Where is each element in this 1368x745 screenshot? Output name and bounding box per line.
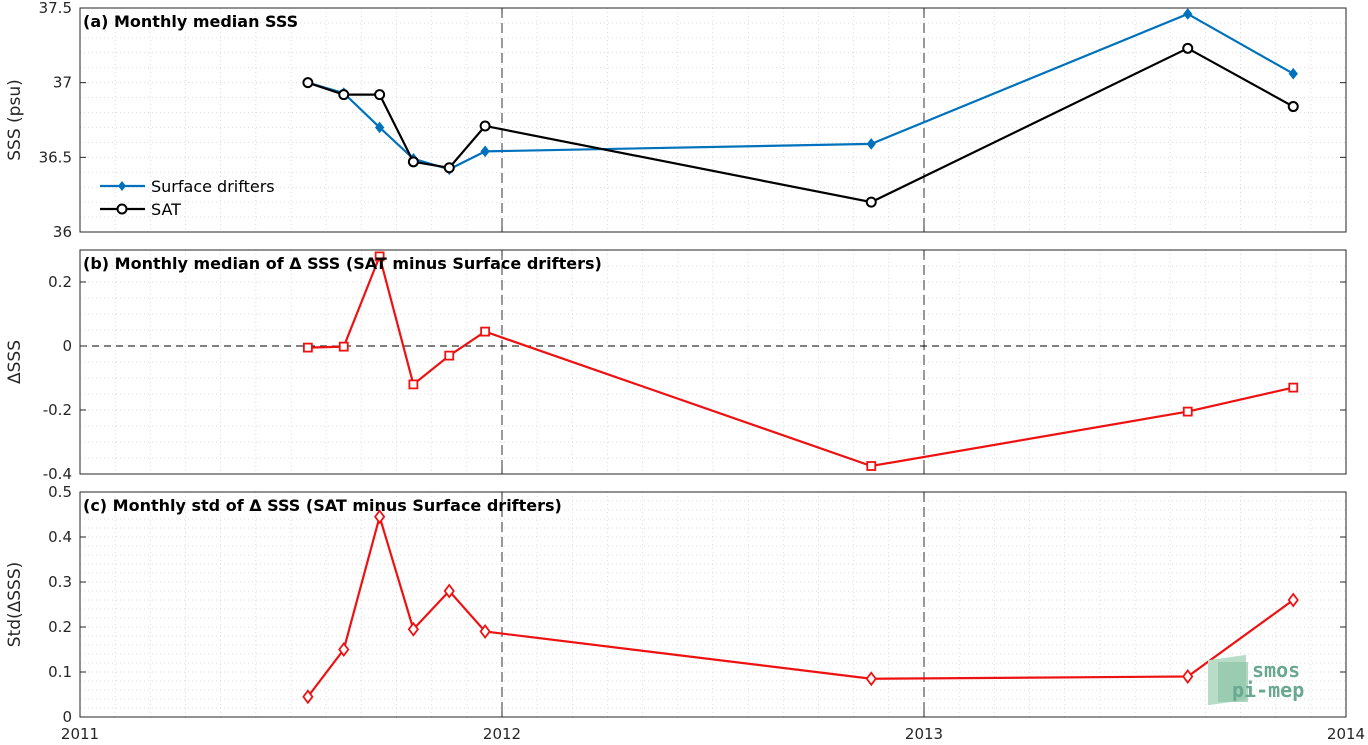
panel-1: -0.4 -0.2 0 0.2 ΔSSS (b) Monthly median of Δ …	[5, 249, 1347, 483]
panel-title: (b) Monthly median of Δ SSS (SAT minus S…	[83, 254, 602, 273]
data-point	[374, 89, 386, 101]
data-point	[302, 342, 313, 353]
logo-line2: pi-mep	[1232, 678, 1304, 702]
panel-2: 0 0.1 0.2 0.3 0.4 0.5 2011 2012 2013 2014 Std(ΔSSS…	[5, 483, 1365, 743]
series-line	[307, 47, 1294, 204]
data-point	[479, 120, 491, 132]
data-point	[373, 509, 386, 525]
data-point	[479, 624, 491, 639]
x-tick-label: 2014	[1327, 725, 1365, 743]
data-point	[1183, 8, 1193, 20]
data-point	[302, 77, 314, 89]
data-point	[1182, 42, 1194, 54]
y-axis-label: Std(ΔSSS)	[5, 562, 25, 648]
panel-title: (a) Monthly median SSS	[83, 12, 298, 31]
data-point	[1182, 669, 1194, 684]
data-point	[865, 196, 877, 208]
y-tick-label: 36	[53, 223, 72, 241]
data-point	[338, 89, 350, 101]
data-point	[443, 583, 455, 599]
data-point	[444, 350, 455, 361]
y-tick-label: 0.3	[48, 573, 72, 591]
y-tick-label: 0.2	[48, 618, 72, 636]
legend-marker	[118, 181, 126, 191]
plot-frame	[79, 7, 1347, 233]
series-line	[307, 252, 1294, 468]
data-point	[338, 642, 350, 657]
data-point	[1287, 101, 1299, 113]
y-axis-label: ΔSSS	[5, 340, 25, 384]
data-point	[374, 251, 385, 262]
series-line	[307, 12, 1294, 171]
y-tick-label: 0	[62, 708, 72, 726]
y-tick-label: -0.2	[43, 401, 72, 419]
smos-pi-mep-logo: smos pi-mep	[1208, 654, 1304, 706]
data-point	[408, 379, 419, 390]
data-point	[865, 671, 877, 687]
data-point	[866, 461, 877, 471]
y-tick-label: 0.4	[48, 528, 72, 546]
y-axis-label: SSS (psu)	[5, 79, 25, 160]
legend-label: Surface drifters	[151, 177, 275, 196]
data-point	[407, 156, 419, 168]
data-point	[338, 341, 349, 352]
data-point	[1288, 382, 1299, 393]
legend-marker	[116, 203, 128, 215]
data-point	[407, 621, 420, 637]
data-point	[1182, 406, 1193, 417]
panels: 36 36.5 37 37.5 SSS (psu) (a) Monthly median …	[5, 0, 1365, 743]
legend-label: SAT	[151, 200, 181, 219]
data-point	[480, 145, 490, 158]
y-tick-label: 0.2	[48, 273, 72, 291]
y-tick-label: 0.1	[48, 663, 72, 681]
data-point	[302, 689, 314, 705]
y-tick-label: 0.5	[48, 483, 72, 501]
data-point	[1288, 67, 1298, 80]
y-tick-label: -0.4	[43, 465, 72, 483]
y-tick-label: 0	[62, 337, 72, 355]
logo-shape-2	[1218, 662, 1248, 702]
x-tick-label: 2011	[61, 725, 99, 743]
x-tick-label: 2012	[483, 725, 521, 743]
data-point	[866, 138, 876, 150]
y-tick-label: 37.5	[39, 0, 72, 17]
plot-frame	[79, 249, 1347, 475]
data-point	[443, 162, 455, 174]
y-tick-label: 36.5	[39, 148, 72, 166]
plot-frame	[79, 491, 1347, 718]
y-tick-label: 37	[53, 74, 72, 92]
data-point	[480, 326, 491, 337]
data-point	[374, 121, 385, 134]
panel-0: 36 36.5 37 37.5 SSS (psu) (a) Monthly median …	[5, 0, 1347, 241]
logo-line1: smos	[1252, 658, 1300, 682]
panel-title: (c) Monthly std of Δ SSS (SAT minus Surf…	[83, 496, 562, 515]
x-tick-label: 2013	[905, 725, 943, 743]
series-line	[307, 512, 1294, 698]
data-point	[1287, 592, 1299, 608]
